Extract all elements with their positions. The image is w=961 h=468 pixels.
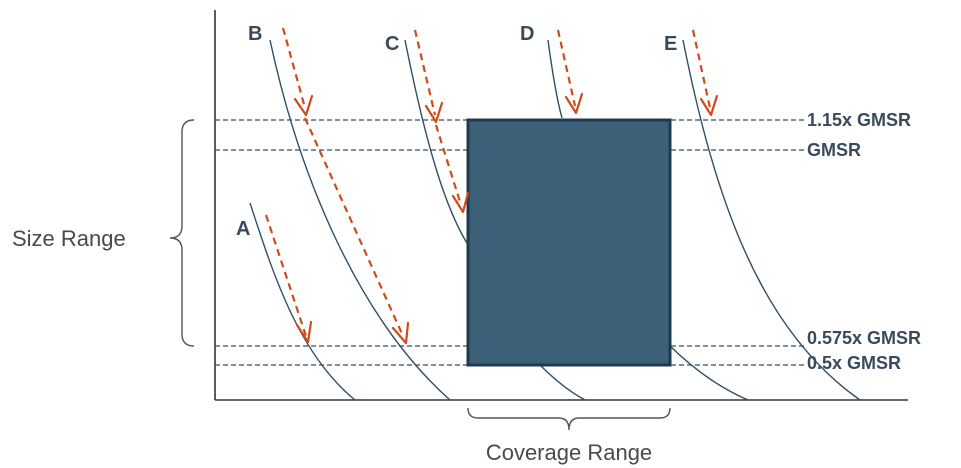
arrow-a (264, 214, 313, 344)
curve-c-lower (669, 345, 749, 401)
level-label-0-575x-gmsr: 0.575x GMSR (807, 328, 921, 348)
curve-label-d: D (520, 23, 534, 45)
level-label-0-5x-gmsr: 0.5x GMSR (807, 353, 901, 373)
curve-label-b: B (248, 23, 262, 45)
curve-d (547, 39, 563, 119)
curve-d-lower (539, 364, 586, 401)
arrow-e (691, 29, 719, 117)
arrow-b-upper (281, 27, 314, 117)
arrow-c-upper (413, 29, 444, 124)
curve-label-c: C (385, 33, 399, 55)
size-range-label: Size Range (12, 226, 126, 251)
level-label-1-15x-gmsr: 1.15x GMSR (807, 110, 911, 130)
coverage-box (466, 118, 672, 367)
curve-label-a: A (236, 218, 250, 240)
curve-e (682, 39, 861, 401)
level-label-gmsr: GMSR (807, 140, 861, 160)
arrow-b-lower (303, 117, 410, 345)
size-range-brace (169, 119, 195, 347)
curve-c (404, 39, 471, 249)
curve-a (249, 202, 356, 401)
curve-label-e: E (664, 33, 677, 55)
curve-b (269, 39, 451, 401)
coverage-range-label: Coverage Range (486, 440, 652, 465)
arrow-d (556, 29, 584, 115)
coverage-range-brace (467, 407, 671, 431)
arrow-c-lower (434, 124, 470, 214)
